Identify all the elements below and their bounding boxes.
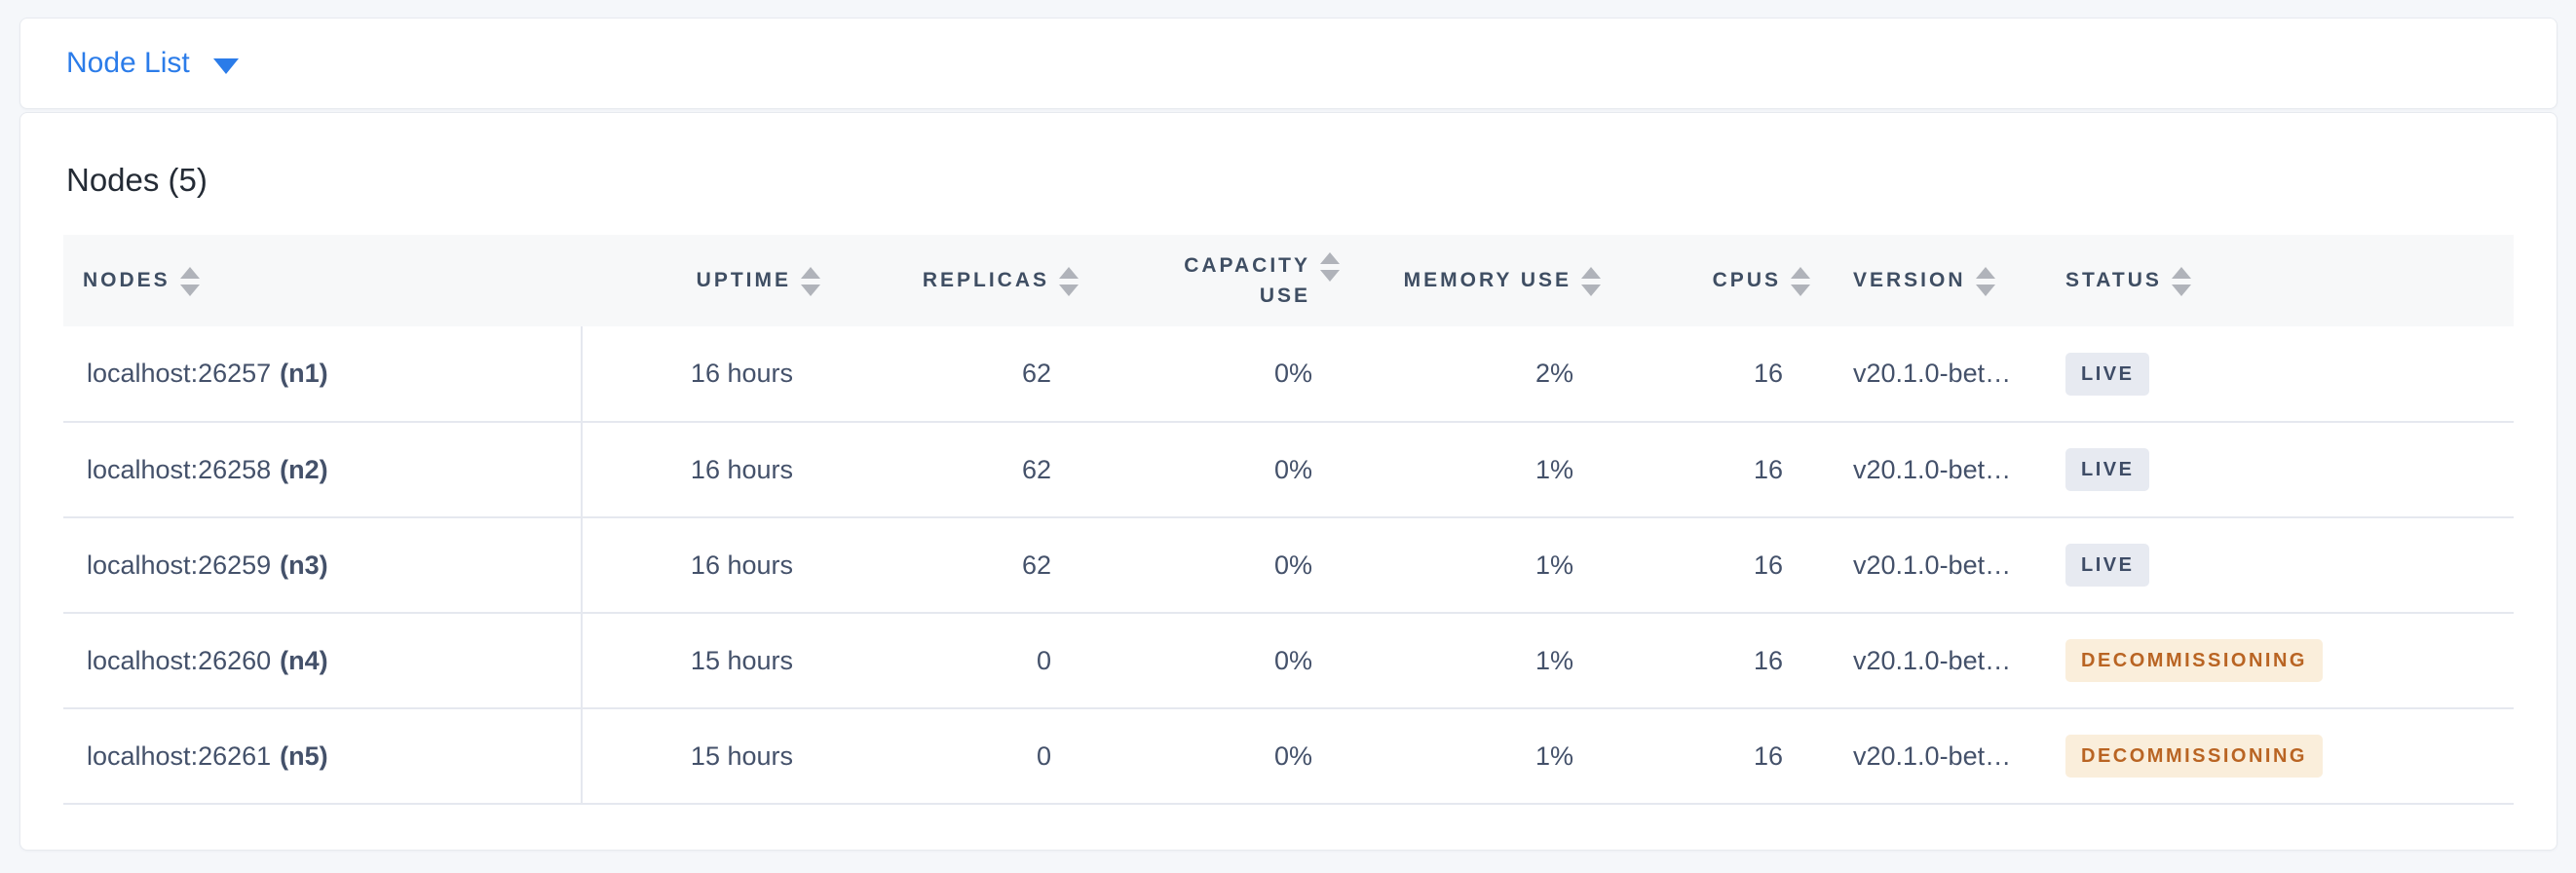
column-header-memory-use[interactable]: MEMORY USE [1340, 235, 1601, 326]
node-id: (n1) [280, 359, 328, 388]
sort-icon [1059, 267, 1079, 296]
uptime-cell: 15 hours [582, 708, 820, 805]
sort-icon [1791, 267, 1810, 296]
version-cell: v20.1.0-bet… [1810, 517, 2044, 614]
node-table: NODES UPTIME REPLICAS [63, 235, 2514, 805]
replicas-cell: 0 [820, 613, 1079, 709]
node-address-cell: localhost:26261 (n5) [63, 708, 583, 805]
table-row: localhost:26261 (n5) 15 hours 0 0% 1% 16 … [63, 708, 2514, 805]
status-badge: LIVE [2065, 448, 2150, 491]
cluster-overview-page: Node List Nodes (5) NODES [19, 18, 2557, 851]
node-list-dropdown-label: Node List [66, 47, 190, 79]
replicas-cell: 62 [820, 326, 1079, 423]
replicas-cell: 62 [820, 422, 1079, 518]
column-header-replicas[interactable]: REPLICAS [820, 235, 1079, 326]
memory-use-cell: 1% [1340, 708, 1601, 805]
node-id: (n2) [280, 454, 328, 484]
sort-icon [1975, 267, 1995, 296]
cpus-cell: 16 [1601, 708, 1810, 805]
sort-icon [2171, 267, 2191, 296]
replicas-cell: 62 [820, 517, 1079, 614]
sort-icon [179, 267, 200, 296]
table-row: localhost:26258 (n2) 16 hours 62 0% 1% 16… [63, 422, 2514, 518]
node-address: localhost:26261 [87, 740, 272, 771]
status-badge: DECOMMISSIONING [2065, 735, 2323, 778]
version-cell: v20.1.0-bet… [1810, 422, 2044, 518]
node-address: localhost:26259 [87, 550, 272, 580]
column-header-cpus[interactable]: CPUS [1601, 235, 1810, 326]
status-badge: LIVE [2065, 544, 2150, 587]
node-address-cell: localhost:26258 (n2) [63, 422, 583, 518]
node-id: (n4) [280, 645, 328, 675]
replicas-cell: 0 [820, 708, 1079, 805]
capacity-use-cell: 0% [1079, 326, 1340, 423]
cpus-cell: 16 [1601, 326, 1810, 423]
sort-icon [1581, 267, 1601, 296]
status-cell: LIVE [2044, 517, 2514, 614]
status-cell: LIVE [2044, 326, 2514, 423]
node-list-dropdown[interactable]: Node List [66, 49, 239, 78]
node-id: (n5) [280, 740, 328, 771]
capacity-use-cell: 0% [1079, 708, 1340, 805]
column-header-nodes[interactable]: NODES [63, 235, 582, 326]
node-table-header: NODES UPTIME REPLICAS [63, 235, 2514, 326]
capacity-use-cell: 0% [1079, 613, 1340, 709]
memory-use-cell: 1% [1340, 517, 1601, 614]
status-badge: LIVE [2065, 352, 2150, 396]
cpus-cell: 16 [1601, 422, 1810, 518]
node-table-body: localhost:26257 (n1) 16 hours 62 0% 2% 16… [63, 326, 2514, 805]
status-cell: LIVE [2044, 422, 2514, 518]
node-address-cell: localhost:26259 (n3) [63, 517, 583, 614]
node-address-cell: localhost:26260 (n4) [63, 613, 583, 709]
version-cell: v20.1.0-bet… [1810, 613, 2044, 709]
column-header-uptime[interactable]: UPTIME [582, 235, 820, 326]
uptime-cell: 16 hours [582, 326, 820, 423]
status-cell: DECOMMISSIONING [2044, 708, 2514, 805]
caret-down-icon [212, 57, 239, 74]
table-row: localhost:26259 (n3) 16 hours 62 0% 1% 16… [63, 517, 2514, 614]
cpus-cell: 16 [1601, 613, 1810, 709]
uptime-cell: 16 hours [582, 422, 820, 518]
node-id: (n3) [280, 550, 328, 580]
page-title: Nodes (5) [66, 162, 208, 198]
column-header-capacity-use[interactable]: CAPACITY USE [1079, 235, 1340, 326]
memory-use-cell: 1% [1340, 613, 1601, 709]
column-header-status[interactable]: STATUS [2044, 235, 2514, 326]
node-address-cell: localhost:26257 (n1) [63, 326, 583, 423]
status-badge: DECOMMISSIONING [2065, 639, 2323, 682]
node-address: localhost:26260 [87, 645, 272, 675]
capacity-use-cell: 0% [1079, 422, 1340, 518]
nodes-panel: Nodes (5) NODES UPTIME [19, 112, 2557, 851]
view-selector-bar: Node List [19, 18, 2557, 109]
status-cell: DECOMMISSIONING [2044, 613, 2514, 709]
table-row: localhost:26260 (n4) 15 hours 0 0% 1% 16 … [63, 613, 2514, 709]
table-row: localhost:26257 (n1) 16 hours 62 0% 2% 16… [63, 326, 2514, 423]
cpus-cell: 16 [1601, 517, 1810, 614]
uptime-cell: 16 hours [582, 517, 820, 614]
memory-use-cell: 2% [1340, 326, 1601, 423]
node-address: localhost:26258 [87, 454, 272, 484]
capacity-use-cell: 0% [1079, 517, 1340, 614]
version-cell: v20.1.0-bet… [1810, 326, 2044, 423]
memory-use-cell: 1% [1340, 422, 1601, 518]
version-cell: v20.1.0-bet… [1810, 708, 2044, 805]
node-address: localhost:26257 [87, 359, 272, 388]
column-header-version[interactable]: VERSION [1810, 235, 2044, 326]
sort-icon [1320, 252, 1340, 282]
sort-icon [801, 267, 820, 296]
uptime-cell: 15 hours [582, 613, 820, 709]
